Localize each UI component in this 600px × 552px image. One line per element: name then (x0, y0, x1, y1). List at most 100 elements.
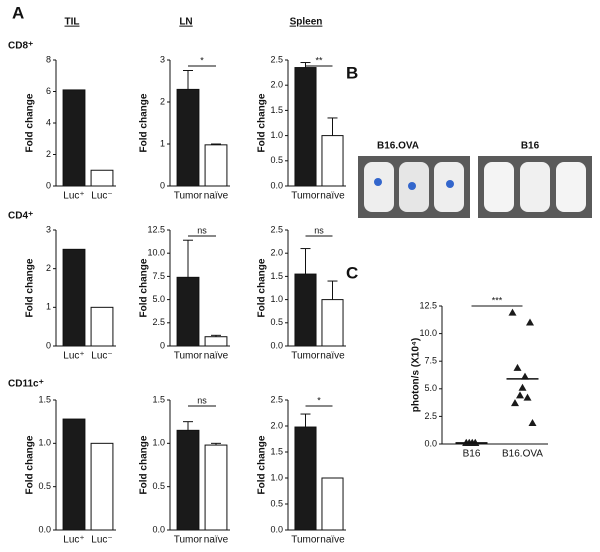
y-tick-label: 3 (160, 54, 165, 64)
panel-label: B (346, 63, 358, 82)
y-axis-label: Fold change (257, 258, 268, 317)
y-tick-label: 0.5 (270, 155, 283, 165)
y-axis-label: Fold change (139, 93, 150, 152)
significance-label: * (200, 55, 204, 65)
y-tick-label: 10.0 (419, 328, 437, 338)
y-tick-label: 2 (46, 149, 51, 159)
y-tick-label: 1.0 (270, 472, 283, 482)
point (511, 399, 519, 407)
bar (176, 88, 200, 187)
x-tick-label: naïve (204, 191, 229, 202)
bar (90, 306, 114, 347)
y-tick-label: 2 (46, 263, 51, 273)
panel-label: A (12, 3, 24, 22)
y-tick-label: 2.5 (424, 411, 437, 421)
bar (294, 67, 317, 187)
y-tick-label: 1.0 (152, 438, 165, 448)
significance-label: * (317, 395, 321, 405)
x-tick-label: Tumor (291, 535, 320, 546)
x-tick-label: Tumor (174, 535, 203, 546)
significance-label: ns (197, 225, 207, 235)
x-tick-label: Luc⁻ (91, 351, 112, 362)
y-tick-label: 1.5 (270, 446, 283, 456)
y-tick-label: 1.5 (270, 105, 283, 115)
y-tick-label: 1.5 (152, 394, 165, 404)
y-tick-label: 2.0 (270, 80, 283, 90)
y-tick-label: 1 (160, 138, 165, 148)
bar (204, 336, 228, 347)
y-tick-label: 2.5 (270, 54, 283, 64)
y-tick-label: 0.0 (270, 340, 283, 350)
mouse-image (478, 156, 592, 218)
column-header: TIL (65, 17, 80, 28)
y-axis-label: Fold change (25, 93, 36, 152)
y-tick-label: 3 (46, 224, 51, 234)
y-tick-label: 0.5 (270, 317, 283, 327)
y-tick-label: 5.0 (152, 294, 165, 304)
x-tick-label: Tumor (174, 351, 203, 362)
x-tick-label: Tumor (291, 191, 320, 202)
y-tick-label: 12.5 (419, 300, 437, 310)
y-axis-label: Fold change (139, 258, 150, 317)
image-label: B16.OVA (377, 141, 419, 152)
bar (321, 135, 344, 187)
x-tick-label: naïve (320, 191, 345, 202)
point (523, 393, 532, 401)
x-tick-label: B16 (463, 449, 481, 460)
image-label: B16 (521, 141, 540, 152)
x-tick-label: Luc⁺ (63, 191, 84, 202)
significance-label: ** (315, 55, 323, 65)
x-tick-label: B16.OVA (502, 449, 543, 460)
x-tick-label: Luc⁻ (91, 535, 112, 546)
bar (62, 89, 86, 187)
point (513, 363, 522, 371)
point (521, 372, 529, 380)
x-tick-label: Luc⁺ (63, 351, 84, 362)
bar (204, 444, 228, 531)
y-axis-label: Fold change (25, 258, 36, 317)
bar (90, 442, 114, 531)
row-label: CD11c⁺ (8, 379, 44, 390)
x-tick-label: naïve (204, 535, 229, 546)
point (528, 419, 537, 427)
y-tick-label: 0.5 (152, 481, 165, 491)
x-tick-label: Tumor (174, 191, 203, 202)
bar (321, 299, 344, 347)
y-tick-label: 1.0 (270, 294, 283, 304)
bar (62, 418, 86, 531)
y-tick-label: 1 (46, 302, 51, 312)
y-tick-label: 8 (46, 54, 51, 64)
bar (176, 276, 200, 347)
row-label: CD4⁺ (8, 211, 33, 222)
y-tick-label: 0.5 (38, 481, 51, 491)
y-tick-label: 1.0 (38, 438, 51, 448)
y-tick-label: 0.5 (270, 498, 283, 508)
bar (204, 144, 228, 187)
bar (321, 477, 344, 531)
y-tick-label: 0.0 (270, 524, 283, 534)
y-tick-label: 2.5 (270, 394, 283, 404)
y-tick-label: 0 (46, 180, 51, 190)
mouse-image (358, 156, 470, 218)
y-tick-label: 2.5 (152, 317, 165, 327)
significance-label: *** (492, 295, 503, 305)
y-tick-label: 1.5 (38, 394, 51, 404)
y-tick-label: 2.0 (270, 420, 283, 430)
y-tick-label: 7.5 (424, 356, 437, 366)
y-tick-label: 7.5 (152, 271, 165, 281)
row-label: CD8⁺ (8, 41, 33, 52)
y-tick-label: 0 (46, 340, 51, 350)
y-tick-label: 12.5 (147, 224, 165, 234)
point (516, 391, 524, 399)
x-tick-label: Tumor (291, 351, 320, 362)
y-tick-label: 1.5 (270, 271, 283, 281)
bar (294, 273, 317, 347)
x-tick-label: Luc⁻ (91, 191, 112, 202)
column-header: Spleen (290, 17, 323, 28)
bar (90, 169, 114, 187)
y-tick-label: 0.0 (152, 524, 165, 534)
bar (294, 426, 317, 531)
y-tick-label: 1.0 (270, 130, 283, 140)
point (526, 318, 534, 326)
